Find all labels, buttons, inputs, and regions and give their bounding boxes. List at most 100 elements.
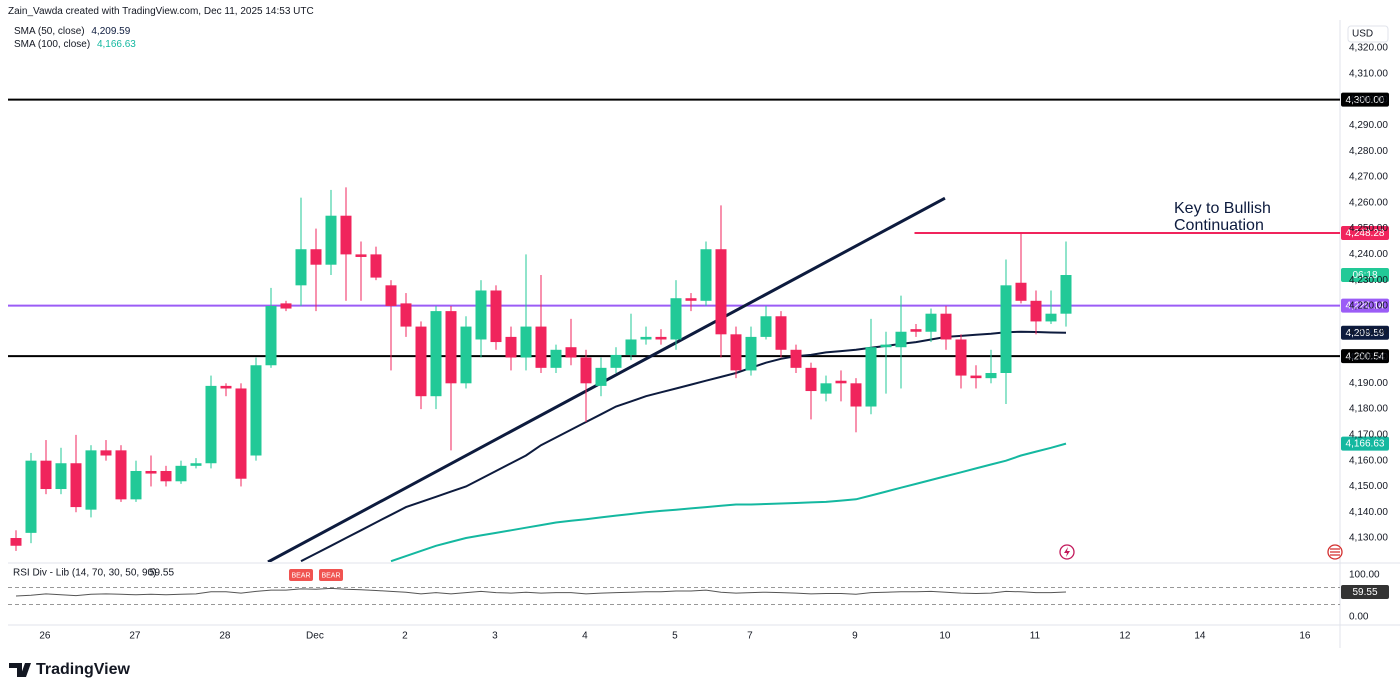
legend-sma100: SMA (100, close) 4,166.63 — [14, 39, 136, 50]
candle-body — [415, 326, 427, 397]
candle-body — [70, 463, 82, 508]
candle-body — [445, 311, 457, 384]
y-tick-label: 4,180.00 — [1349, 404, 1388, 415]
y-tick-label: 4,190.00 — [1349, 378, 1388, 389]
candle-body — [310, 249, 322, 265]
y-tick-label: 4,290.00 — [1349, 120, 1388, 131]
candle-body — [865, 347, 877, 407]
countdown-tag: 06:18 — [1352, 270, 1377, 281]
brand: TradingView — [36, 661, 131, 678]
candle-body — [385, 285, 397, 306]
candle-body — [595, 367, 607, 386]
candle-body — [685, 298, 697, 301]
candle-body — [25, 460, 37, 533]
level-tag-bg — [1341, 298, 1389, 313]
y-tick-label: 4,210.00 — [1349, 326, 1388, 337]
candle-body — [130, 470, 142, 500]
candle-body — [580, 357, 592, 384]
legend-name: SMA (50, close) — [14, 26, 85, 37]
candle-body — [160, 470, 172, 482]
candle-body — [1000, 285, 1012, 373]
candle-body — [730, 334, 742, 371]
candle-body — [430, 311, 442, 397]
sma-tag-bg — [1341, 325, 1389, 340]
flag-stripes — [1330, 548, 1340, 556]
x-tick-label: 16 — [1299, 631, 1311, 642]
logo-mark — [9, 663, 31, 677]
level-tag: 4,220.14 — [1346, 301, 1385, 312]
candle-body — [145, 470, 157, 474]
candle-body — [850, 383, 862, 407]
candle-body — [790, 349, 802, 368]
x-tick-label: 5 — [672, 631, 678, 642]
level-tag-bg — [1341, 92, 1389, 107]
candle-body — [370, 254, 382, 278]
candle-body — [940, 313, 952, 340]
y-tick-label: 4,150.00 — [1349, 481, 1388, 492]
candle-body — [1030, 300, 1042, 322]
y-tick-label: 4,140.00 — [1349, 507, 1388, 518]
candle-body — [250, 365, 262, 456]
sma-tag: 4,166.63 — [1346, 439, 1385, 450]
x-tick-label: 3 — [492, 631, 498, 642]
candle-body — [925, 313, 937, 332]
candle-body — [490, 290, 502, 343]
candle-body — [115, 450, 127, 500]
sma-line — [390, 442, 1067, 562]
y-tick-label: 4,260.00 — [1349, 197, 1388, 208]
legend-sma50: SMA (50, close) 4,209.59 — [14, 26, 130, 37]
annotation: Key to Bullish — [1174, 200, 1271, 217]
legend-value: 4,166.63 — [96, 39, 136, 50]
candle-body — [760, 316, 772, 337]
level-tag: 4,200.54 — [1346, 351, 1385, 362]
candle-body — [190, 463, 202, 466]
rsi-tick-label: 0.00 — [1349, 612, 1369, 623]
candle-body — [640, 336, 652, 340]
candle-body — [85, 450, 97, 510]
x-tick-label: 27 — [129, 631, 141, 642]
x-tick-label: 14 — [1194, 631, 1206, 642]
candle-body — [265, 305, 277, 366]
candle-body — [625, 339, 637, 355]
rsi-pane — [8, 587, 1340, 605]
y-tick-label: 4,280.00 — [1349, 146, 1388, 157]
candle-body — [280, 303, 292, 309]
level-tag-bg — [1341, 349, 1389, 364]
candle-body — [970, 375, 982, 379]
candle-body — [55, 463, 67, 490]
y-tick-label: 4,200.00 — [1349, 352, 1388, 363]
candle-body — [325, 215, 337, 265]
event-icon-bolt — [1064, 547, 1070, 557]
candle-body — [700, 249, 712, 301]
rsi-line — [15, 587, 1067, 597]
candle-body — [520, 326, 532, 358]
candle-body — [1060, 275, 1072, 314]
y-tick-label: 4,300.00 — [1349, 94, 1388, 105]
signal-label: BEAR — [321, 572, 340, 579]
x-tick-label: 26 — [39, 631, 51, 642]
candle-body — [340, 215, 352, 255]
x-tick-label: 9 — [852, 631, 858, 642]
candle-body — [820, 383, 832, 394]
candle-body — [505, 336, 517, 358]
sma-line — [300, 330, 1067, 562]
candle-body — [880, 344, 892, 348]
candle-body — [805, 367, 817, 392]
y-tick-label: 4,130.00 — [1349, 533, 1388, 544]
candle-body — [955, 339, 967, 376]
candle-body — [100, 450, 112, 456]
x-tick-label: 10 — [939, 631, 951, 642]
candle-body — [175, 465, 187, 482]
candle-body — [775, 316, 787, 350]
level-tag: 4,300.00 — [1346, 95, 1385, 106]
candle-body — [550, 349, 562, 368]
level-tag-bg — [1341, 226, 1389, 241]
candle-body — [220, 385, 232, 389]
candle-body — [1045, 313, 1057, 322]
y-tick-label: 4,170.00 — [1349, 430, 1388, 441]
main-pane — [8, 98, 1340, 562]
x-tick-label: 7 — [747, 631, 753, 642]
y-tick-label: 4,240.00 — [1349, 249, 1388, 260]
candle-body — [205, 385, 217, 464]
